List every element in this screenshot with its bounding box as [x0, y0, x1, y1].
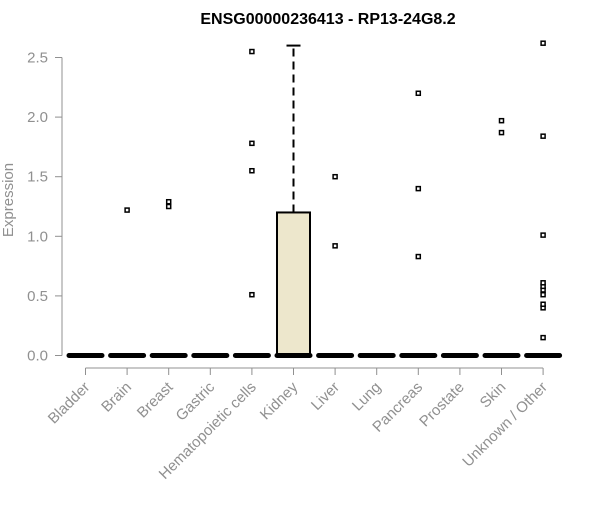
y-tick-label: 0.5 — [27, 288, 48, 305]
box-group-breast — [149, 198, 188, 358]
outlier-point — [540, 40, 546, 46]
y-tick-label: 2.5 — [27, 50, 48, 67]
y-tick-label: 1.0 — [27, 228, 48, 245]
y-tick-label: 1.5 — [27, 169, 48, 186]
outlier-point — [249, 291, 255, 298]
x-tick-label: Kidney — [257, 378, 302, 423]
outlier-point — [332, 173, 338, 180]
outlier-point — [540, 334, 546, 341]
outlier-point — [540, 232, 546, 238]
chart-title: ENSG00000236413 - RP13-24G8.2 — [200, 11, 455, 28]
outlier-point — [165, 203, 172, 210]
outlier-point — [249, 48, 255, 55]
outlier-point — [415, 185, 422, 192]
box-group-hematopoietic-cells — [232, 48, 271, 358]
y-tick-label: 0.0 — [27, 348, 48, 365]
y-tick-label: 2.0 — [27, 109, 48, 126]
outlier-point — [124, 207, 130, 213]
x-tick-label: Prostate — [416, 379, 468, 431]
box-group-brain — [108, 207, 147, 358]
outlier-point — [540, 301, 546, 307]
box-group-skin — [482, 117, 521, 358]
y-axis-label: Expression — [0, 163, 17, 237]
box-group-kidney — [274, 44, 313, 358]
box — [276, 211, 311, 357]
x-tick-label: Bladder — [45, 379, 94, 428]
box-group-unknown-other — [524, 40, 563, 358]
outlier-point — [540, 280, 546, 286]
y-axis: 0.0 0.5 1.0 1.5 2.0 2.5 — [27, 50, 63, 365]
x-tick-label: Skin — [477, 379, 510, 412]
outlier-point — [498, 117, 505, 124]
outlier-point — [415, 90, 422, 97]
box-group-pancreas — [399, 90, 438, 358]
outlier-point — [498, 129, 505, 136]
outlier-point — [540, 291, 546, 298]
outlier-point — [332, 243, 338, 249]
plot-marks — [66, 40, 563, 358]
outlier-point — [415, 253, 422, 260]
box-group-liver — [316, 173, 355, 358]
outlier-point — [540, 133, 546, 139]
x-tick-label: Liver — [308, 379, 343, 414]
x-tick-label: Brain — [98, 379, 135, 416]
x-tick-label: Lung — [349, 379, 385, 415]
outlier-point — [249, 167, 255, 174]
x-tick-label: Breast — [134, 378, 177, 421]
outlier-point — [249, 140, 255, 147]
outlier-point — [165, 198, 172, 205]
